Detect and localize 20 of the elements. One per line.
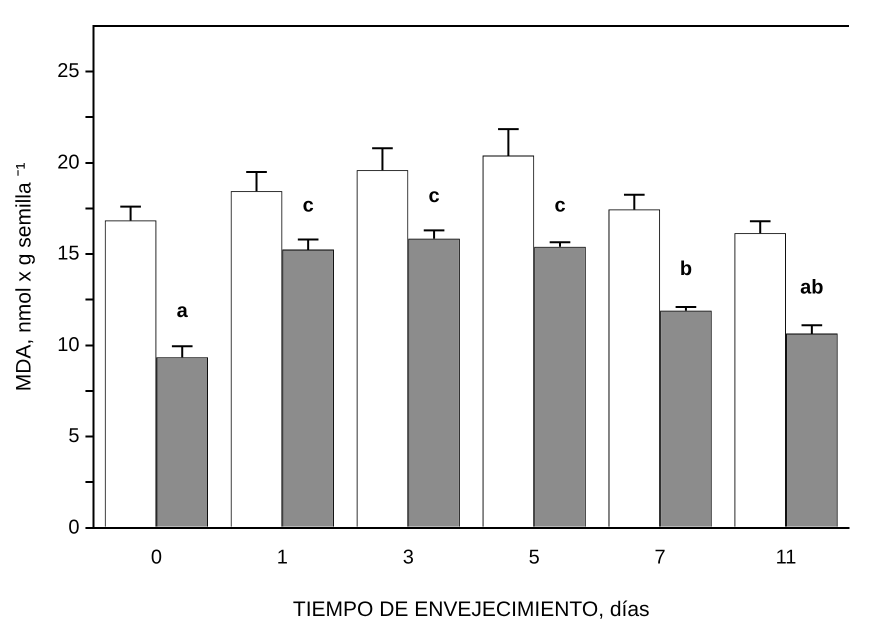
- annotation: a: [176, 300, 189, 322]
- x-axis-title: TIEMPO DE ENVEJECIMIENTO, días: [292, 598, 650, 622]
- x-tick-label: 0: [150, 546, 162, 568]
- annotation: ab: [800, 276, 824, 298]
- x-tick-label: 5: [528, 546, 540, 568]
- y-tick-label: 10: [57, 334, 80, 356]
- x-tick-label: 7: [654, 546, 666, 568]
- annotation: b: [680, 258, 692, 280]
- x-tick-label: 11: [776, 546, 796, 568]
- annotation: c: [428, 185, 440, 208]
- y-tick-label: 25: [57, 60, 80, 82]
- x-tick-label: 3: [402, 546, 414, 568]
- y-axis-title: MDA, nmol x g semilla ⁻¹: [12, 162, 36, 392]
- annotation: c: [302, 194, 314, 216]
- y-tick-label: 5: [68, 425, 80, 448]
- y-tick-label: 0: [68, 516, 80, 538]
- y-tick-label: 15: [57, 242, 80, 265]
- annotation: c: [554, 194, 566, 216]
- x-tick-label: 1: [276, 546, 288, 568]
- y-tick-label: 20: [57, 151, 80, 174]
